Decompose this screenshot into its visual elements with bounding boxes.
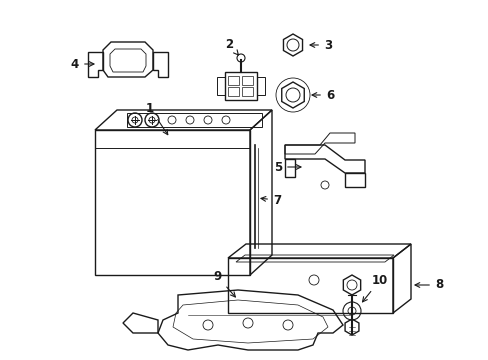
Text: 5: 5 (273, 161, 301, 174)
Text: 9: 9 (213, 270, 235, 297)
Text: 4: 4 (71, 58, 94, 71)
Bar (227, 76, 239, 85)
Text: 1: 1 (145, 102, 167, 135)
Bar (242, 87, 252, 96)
Text: 8: 8 (414, 279, 442, 292)
Text: 10: 10 (362, 274, 387, 302)
Text: 6: 6 (311, 89, 333, 102)
Bar (227, 87, 239, 96)
Text: 3: 3 (309, 39, 331, 51)
Bar (242, 76, 252, 85)
Text: 7: 7 (261, 194, 281, 207)
Text: 2: 2 (224, 37, 238, 55)
